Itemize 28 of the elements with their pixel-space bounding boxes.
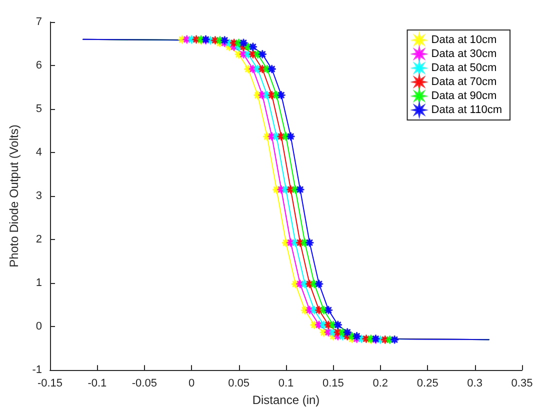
x-tick-label: -0.15 [37,378,63,390]
x-tick-label: 0.1 [278,378,294,390]
y-tick-label: 3 [36,190,42,202]
x-tick-label: 0.2 [372,378,388,390]
legend-label: Data at 110cm [431,104,502,116]
y-tick-label: 2 [36,234,42,246]
y-tick-label: -1 [32,364,42,376]
legend-label: Data at 70cm [431,76,497,88]
legend-label: Data at 50cm [431,62,497,74]
x-tick-label: 0.35 [511,378,533,390]
x-tick-label: 0 [188,378,195,390]
x-tick-label: 0.3 [467,378,482,390]
y-tick-label: 5 [36,103,42,116]
y-tick-label: 6 [36,60,42,72]
y-tick-label: 1 [36,277,42,290]
x-tick-label: -0.05 [132,378,157,390]
legend-label: Data at 90cm [431,90,497,102]
legend-label: Data at 10cm [431,34,497,46]
x-tick-label: -0.1 [88,378,107,390]
x-axis-title: Distance (in) [252,393,320,407]
y-axis-title: Photo Diode Output (Volts) [7,124,21,268]
y-tick-label: 7 [36,16,42,28]
x-tick-label: 0.15 [322,378,344,390]
y-tick-label: 0 [36,320,42,333]
x-tick-label: 0.25 [416,378,438,390]
y-tick-label: 4 [36,146,42,159]
x-tick-label: 0.05 [228,378,250,390]
legend-label: Data at 30cm [431,48,497,60]
